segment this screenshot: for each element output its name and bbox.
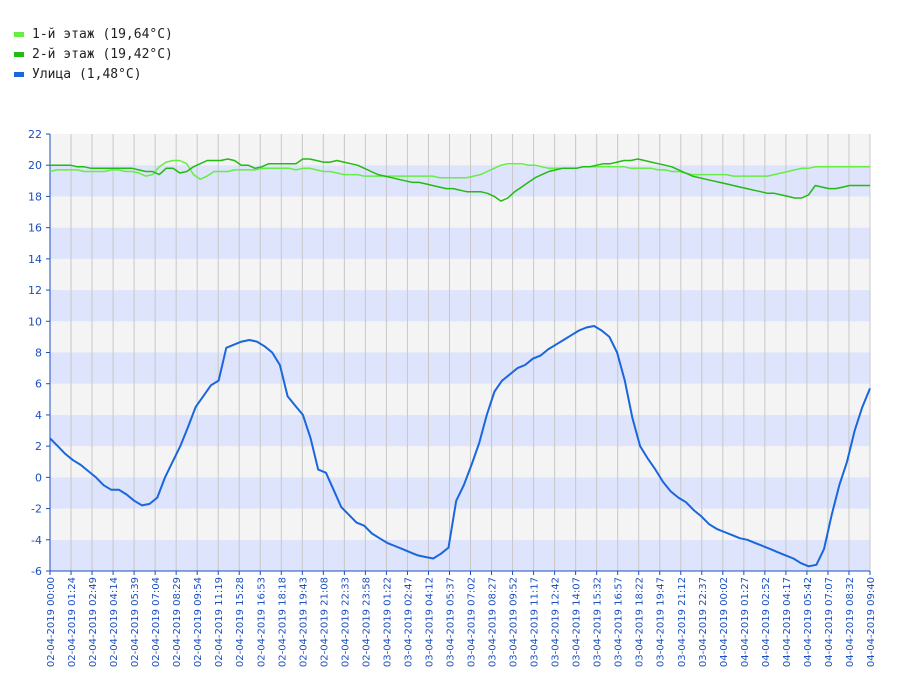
x-tick-label: 03-04-2019 09:52 — [509, 577, 520, 667]
plot-band — [50, 258, 870, 291]
x-tick-label: 04-04-2019 07:07 — [824, 577, 835, 667]
x-tick-label: 03-04-2019 01:22 — [382, 577, 393, 667]
legend-swatch-floor1 — [14, 31, 24, 37]
x-tick-label: 03-04-2019 12:42 — [551, 577, 562, 667]
x-tick-label: 03-04-2019 19:47 — [656, 577, 667, 667]
y-tick-label: -6 — [31, 565, 42, 578]
series-lines — [49, 158, 871, 568]
x-tick-label: 02-04-2019 05:39 — [130, 577, 141, 667]
y-axis-tick-labels: -6 -4 -2 0 2 4 6 8 10 12 14 16 18 20 22 — [28, 128, 50, 578]
plot-bands — [50, 134, 870, 571]
plot-band — [50, 414, 870, 447]
y-tick-label: -2 — [31, 503, 42, 516]
x-axis-tick-labels: 02-04-2019 00:00 02-04-2019 01:24 02-04-20… — [46, 571, 877, 667]
vertical-gridlines — [49, 134, 871, 571]
x-tick-label: 02-04-2019 00:00 — [46, 577, 57, 667]
plot-band — [50, 508, 870, 540]
x-tick-label: 03-04-2019 08:27 — [488, 577, 499, 667]
plot-band — [50, 352, 870, 384]
x-tick-label: 03-04-2019 04:12 — [424, 577, 435, 667]
x-tick-label: 02-04-2019 22:33 — [340, 577, 351, 667]
plot-band — [50, 196, 870, 228]
x-tick-label: 03-04-2019 07:02 — [467, 577, 478, 667]
legend-label-floor2: 2-й этаж (19,42°C) — [32, 46, 173, 62]
x-tick-label: 02-04-2019 11:19 — [214, 577, 225, 667]
legend-item-floor1: 1-й этаж (19,64°C) — [14, 24, 173, 44]
x-tick-label: 04-04-2019 05:42 — [803, 577, 814, 667]
y-tick-label: -4 — [31, 534, 42, 547]
x-tick-label: 02-04-2019 07:04 — [151, 577, 162, 667]
y-tick-label: 18 — [28, 190, 42, 203]
plot-band — [50, 290, 870, 322]
chart-legend: 1-й этаж (19,64°C) 2-й этаж (19,42°C) Ул… — [14, 24, 173, 84]
x-tick-label: 02-04-2019 18:18 — [277, 577, 288, 667]
x-tick-label: 02-04-2019 01:24 — [67, 577, 78, 667]
plot-band — [50, 446, 870, 478]
x-tick-label: 02-04-2019 16:53 — [256, 577, 267, 667]
plot-band — [50, 539, 870, 571]
x-tick-label: 03-04-2019 15:32 — [593, 577, 604, 667]
y-tick-label: 20 — [28, 159, 42, 172]
legend-item-street: Улица (1,48°C) — [14, 64, 173, 84]
legend-swatch-floor2 — [14, 51, 24, 57]
plot-band — [50, 383, 870, 415]
x-tick-label: 02-04-2019 23:58 — [361, 577, 372, 667]
x-tick-label: 04-04-2019 08:32 — [845, 577, 856, 667]
x-tick-label: 04-04-2019 04:17 — [782, 577, 793, 667]
x-tick-label: 03-04-2019 18:22 — [635, 577, 646, 667]
x-tick-label: 02-04-2019 02:49 — [88, 577, 99, 667]
x-tick-label: 03-04-2019 05:37 — [445, 577, 456, 667]
x-tick-label: 03-04-2019 22:37 — [698, 577, 709, 667]
x-tick-label: 03-04-2019 21:12 — [677, 577, 688, 667]
x-tick-label: 03-04-2019 02:47 — [403, 577, 414, 667]
series-line-floor2 — [50, 158, 870, 202]
x-tick-label: 02-04-2019 08:29 — [172, 577, 183, 667]
x-tick-label: 02-04-2019 09:54 — [193, 577, 204, 667]
legend-label-floor1: 1-й этаж (19,64°C) — [32, 26, 173, 42]
x-tick-label: 04-04-2019 01:27 — [740, 577, 751, 667]
y-tick-label: 22 — [28, 128, 42, 141]
x-tick-label: 03-04-2019 11:17 — [530, 577, 541, 667]
y-tick-label: 8 — [35, 347, 42, 360]
plot-band — [50, 134, 870, 166]
x-tick-label: 04-04-2019 00:02 — [719, 577, 730, 667]
y-tick-label: 16 — [28, 222, 42, 235]
x-tick-label: 04-04-2019 02:52 — [761, 577, 772, 667]
x-tick-label: 02-04-2019 04:14 — [109, 577, 120, 667]
plot-band — [50, 227, 870, 259]
y-tick-label: 6 — [35, 378, 42, 391]
x-tick-label: 03-04-2019 16:57 — [614, 577, 625, 667]
x-tick-label: 03-04-2019 14:07 — [572, 577, 583, 667]
legend-swatch-street — [14, 71, 24, 77]
y-tick-label: 0 — [35, 471, 42, 484]
x-tick-label: 04-04-2019 09:40 — [866, 577, 877, 667]
legend-item-floor2: 2-й этаж (19,42°C) — [14, 44, 173, 64]
plot-band — [50, 165, 870, 197]
y-tick-label: 12 — [28, 284, 42, 297]
x-tick-label: 02-04-2019 15:28 — [235, 577, 246, 667]
y-tick-label: 14 — [28, 253, 42, 266]
legend-label-street: Улица (1,48°C) — [32, 66, 142, 82]
y-tick-label: 10 — [28, 315, 42, 328]
y-tick-label: 4 — [35, 409, 42, 422]
x-tick-label: 02-04-2019 21:08 — [319, 577, 330, 667]
plot-band — [50, 321, 870, 353]
series-line-street — [49, 325, 871, 568]
x-tick-label: 02-04-2019 19:43 — [298, 577, 309, 667]
y-tick-label: 2 — [35, 440, 42, 453]
series-line-floor1 — [49, 159, 870, 181]
